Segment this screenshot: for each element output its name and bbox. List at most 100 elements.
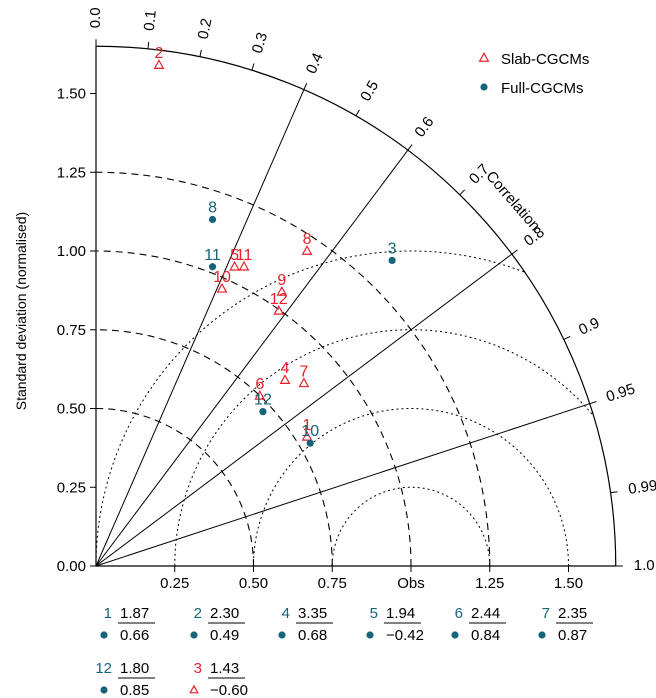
offscale-std: 1.80: [120, 660, 149, 677]
x-axis-ticks: 0.25 0.50 0.75 1.25 1.50 Obs: [160, 566, 583, 592]
point-label: 9: [277, 272, 286, 289]
offscale-circle-icon: [366, 631, 374, 639]
offscale-table: 1 1.87 0.66 2 2.30 0.49 4 3.35 0.68 5 1.94 −0.42 6 2.…: [95, 605, 593, 698]
offscale-circle-icon: [190, 631, 198, 639]
point-label: 5: [230, 247, 239, 264]
offscale-corr: 0.85: [120, 682, 149, 698]
rmsd-arc: [95, 250, 525, 566]
y-tick-label: 0.00: [57, 558, 86, 575]
correlation-ray: [95, 149, 409, 567]
offscale-std: 2.44: [471, 605, 500, 622]
correlation-tick: [511, 249, 518, 255]
offscale-corr: 0.84: [471, 627, 500, 644]
correlation-tick: [147, 41, 150, 49]
offscale-index: 2: [194, 605, 202, 622]
correlation-tick: [589, 401, 597, 405]
std-arc: [95, 407, 255, 567]
slab-point: [298, 377, 310, 388]
slab-point: [301, 430, 313, 441]
x-tick-label: 1.25: [475, 575, 504, 592]
slab-point: [276, 286, 288, 296]
full-point: [388, 256, 396, 265]
y-tick-label: 1.25: [57, 164, 86, 181]
slab-point: [153, 59, 165, 69]
offscale-circle-icon: [451, 631, 459, 639]
grid-lines: [95, 89, 593, 567]
offscale-std: 2.30: [210, 605, 239, 622]
correlation-ray: [95, 253, 513, 567]
offscale-std: 3.35: [298, 605, 327, 622]
correlation-tick: [199, 49, 202, 57]
x-tick-label: 1.50: [554, 575, 583, 592]
y-tick-label: 1.00: [57, 243, 86, 260]
offscale-circle-icon: [100, 631, 108, 639]
correlation-tick-label: 0.5: [357, 78, 382, 105]
correlation-tick: [303, 83, 308, 90]
offscale-circle-icon: [278, 631, 286, 639]
slab-point: [279, 374, 291, 384]
point-label: 10: [213, 269, 231, 286]
correlation-tick-label: 0.1: [141, 9, 160, 31]
correlation-tick-label: 0.4: [303, 50, 327, 76]
point-label: 3: [388, 240, 397, 257]
slab-point: [216, 282, 228, 293]
correlation-tick: [563, 335, 571, 340]
offscale-std: 1.43: [210, 660, 239, 677]
correlation-tick-label: 0.95: [604, 380, 637, 405]
point-label: 12: [254, 392, 272, 409]
y-tick-label: 0.75: [57, 322, 86, 339]
point-label: 4: [281, 360, 290, 377]
slab-point: [301, 245, 313, 255]
point-label: 2: [155, 45, 164, 62]
correlation-tick: [407, 144, 413, 151]
offscale-std: 1.94: [386, 605, 415, 622]
offscale-index: 6: [455, 605, 463, 622]
obs-label: Obs: [397, 575, 425, 592]
point-label: 10: [301, 423, 319, 440]
offscale-triangle-icon: [189, 684, 199, 694]
point-label: 8: [303, 231, 312, 248]
correlation-ray: [95, 89, 305, 567]
y-tick-label: 1.50: [57, 86, 86, 103]
legend-label: Slab-CGCMs: [501, 51, 589, 68]
std-arc: [95, 250, 412, 567]
correlation-tick: [610, 491, 618, 494]
correlation-tick-label: 0.2: [195, 17, 216, 41]
std-arc: [95, 171, 491, 567]
offscale-std: 2.35: [558, 605, 587, 622]
offscale-corr: 0.87: [558, 627, 587, 644]
y-tick-label: 0.50: [57, 401, 86, 418]
full-point: [306, 439, 314, 447]
full-point: [208, 263, 217, 271]
outer-arc: [95, 45, 617, 567]
correlation-tick-label: 0.9: [576, 314, 602, 338]
point-label: 11: [204, 247, 221, 264]
offscale-corr: 0.68: [298, 627, 327, 644]
point-label: 6: [255, 376, 264, 393]
offscale-corr: 0.49: [210, 627, 239, 644]
offscale-index: 4: [282, 605, 290, 622]
slab-point: [273, 304, 285, 315]
correlation-tick: [251, 63, 255, 71]
rmsd-arc: [331, 486, 491, 567]
point-label: 1: [303, 417, 312, 434]
correlation-tick-label: 0.0: [87, 7, 104, 28]
point-label: 11: [236, 247, 253, 264]
legend-circle-icon: [480, 83, 488, 91]
x-tick-label: 0.50: [239, 575, 268, 592]
point-label: 7: [299, 363, 308, 380]
y-axis-ticks: 0.00 0.25 0.50 0.75 1.00 1.25 1.50: [57, 86, 96, 575]
correlation-tick-label: 0.99: [627, 477, 656, 498]
rmsd-arc: [174, 329, 593, 566]
offscale-corr: −0.60: [210, 682, 248, 698]
y-tick-label: 0.25: [57, 479, 86, 496]
point-label: 12: [270, 291, 288, 308]
correlation-tick: [459, 189, 466, 196]
full-point: [208, 215, 217, 224]
offscale-circle-icon: [538, 631, 546, 639]
offscale-index: 12: [95, 660, 112, 677]
slab-point: [238, 260, 250, 271]
slab-point: [254, 389, 266, 400]
correlation-tick: [355, 109, 360, 117]
